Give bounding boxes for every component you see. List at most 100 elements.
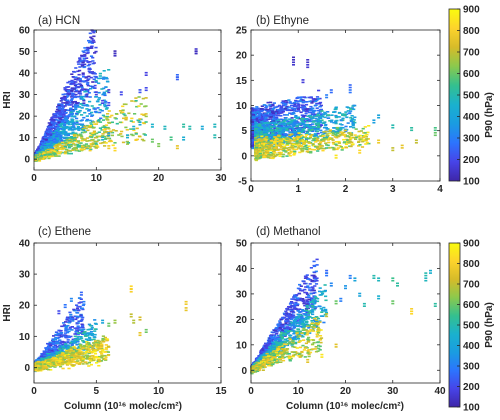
panel-b-xtick-label: 1 xyxy=(295,184,301,195)
panel-b-point xyxy=(336,128,339,130)
panel-a-point xyxy=(106,116,109,118)
panel-a-point xyxy=(126,141,129,143)
panel-b-point xyxy=(327,142,330,144)
panel-b-point xyxy=(307,145,310,147)
panel-a-point xyxy=(107,92,110,94)
panel-b-point xyxy=(361,146,364,148)
panel-a-point xyxy=(47,141,50,143)
panel-b-point xyxy=(328,137,331,139)
panel-a-point xyxy=(70,104,73,106)
panel-a-point xyxy=(78,70,81,72)
panel-a-point xyxy=(98,104,101,106)
panel-b-point xyxy=(317,125,320,127)
panel-b-point xyxy=(273,136,276,138)
panel-a-point xyxy=(213,134,216,136)
panel-a-point xyxy=(107,135,110,137)
panel-b-point xyxy=(296,118,299,120)
panel-b-point xyxy=(281,102,284,104)
panel-b-point xyxy=(281,143,284,145)
panel-a-ytick-label: 50 xyxy=(19,47,31,58)
panel-b-point xyxy=(334,144,337,146)
panel-b-point xyxy=(351,115,354,117)
panel-b-point xyxy=(269,144,272,146)
panel-a-point xyxy=(82,117,85,119)
panel-b-point xyxy=(348,112,351,114)
panel-a-point xyxy=(83,91,86,93)
panel-b-point xyxy=(297,97,300,99)
panel-a-point xyxy=(92,32,95,34)
panel-b-point xyxy=(288,140,291,142)
panel-b-point xyxy=(263,127,266,129)
panel-b-point xyxy=(292,57,295,59)
panel-b-point xyxy=(281,122,284,124)
panel-b-point xyxy=(349,133,352,135)
panel-b-point xyxy=(262,146,265,148)
panel-b-point xyxy=(364,143,367,145)
panel-b-point xyxy=(292,129,295,131)
panel-a-point xyxy=(75,86,78,88)
panel-a-point xyxy=(84,139,87,141)
panel-b-point xyxy=(306,151,309,153)
panel-a-point xyxy=(106,119,109,121)
panel-b-point xyxy=(277,120,280,122)
panel-b-point xyxy=(312,143,315,145)
panel-a-point xyxy=(66,82,69,84)
panel-a-point xyxy=(89,96,92,98)
panel-a-point xyxy=(89,37,92,39)
panel-b-point xyxy=(313,149,316,151)
panel-a-point xyxy=(77,63,80,65)
panel-a-point xyxy=(72,123,75,125)
panel-a-point xyxy=(41,142,44,144)
panel-b-point xyxy=(361,141,364,143)
panel-b-point xyxy=(280,147,283,149)
panel-a-point xyxy=(80,149,83,151)
panel-b-point xyxy=(349,87,352,89)
panel-b-point xyxy=(279,141,282,143)
panel-a-point xyxy=(71,119,74,121)
panel-b-point xyxy=(391,147,394,149)
panel-b-point xyxy=(330,89,333,91)
panel-a-point xyxy=(62,129,65,131)
panel-a-point xyxy=(51,120,54,122)
panel-a-point xyxy=(61,111,64,113)
panel-b-point xyxy=(335,157,338,159)
panel-b-point xyxy=(300,145,303,147)
panel-b-point xyxy=(280,127,283,129)
panel-a-point xyxy=(71,141,74,143)
panel-a-point xyxy=(85,147,88,149)
panel-b-point xyxy=(340,120,343,122)
panel-a-point xyxy=(79,110,82,112)
panel-a-point xyxy=(92,121,95,123)
panel-b-point xyxy=(349,84,352,86)
panel-a-point xyxy=(85,140,88,142)
panel-a-point xyxy=(176,76,179,78)
panel-a-point xyxy=(91,57,94,59)
panel-a-point xyxy=(93,62,96,64)
panel-a-point xyxy=(47,143,50,145)
panel-a-point xyxy=(80,114,83,116)
panel-a-point xyxy=(120,136,123,138)
panel-a-point xyxy=(114,147,117,149)
panel-a-point xyxy=(76,79,79,81)
panel-a-point xyxy=(68,140,71,142)
panel-a-point xyxy=(86,93,89,95)
panel-b-point xyxy=(434,135,437,137)
panel-a-point xyxy=(46,134,49,136)
panel-a-ylabel: HRI xyxy=(2,91,13,108)
panel-a-point xyxy=(81,88,84,90)
panel-a-point xyxy=(59,116,62,118)
panel-a-point xyxy=(45,143,48,145)
panel-b-point xyxy=(266,152,269,154)
panel-b-point xyxy=(261,114,264,116)
panel-a-point xyxy=(55,133,58,135)
panel-a-point xyxy=(103,70,106,72)
panel-a-point xyxy=(44,154,47,156)
panel-b-point xyxy=(316,146,319,148)
panel-a-point xyxy=(91,114,94,116)
panel-b-point xyxy=(271,132,274,134)
panel-a-point xyxy=(141,139,144,141)
panel-a-point xyxy=(70,153,73,155)
panel-a-point xyxy=(42,143,45,145)
panel-b-point xyxy=(354,134,357,136)
